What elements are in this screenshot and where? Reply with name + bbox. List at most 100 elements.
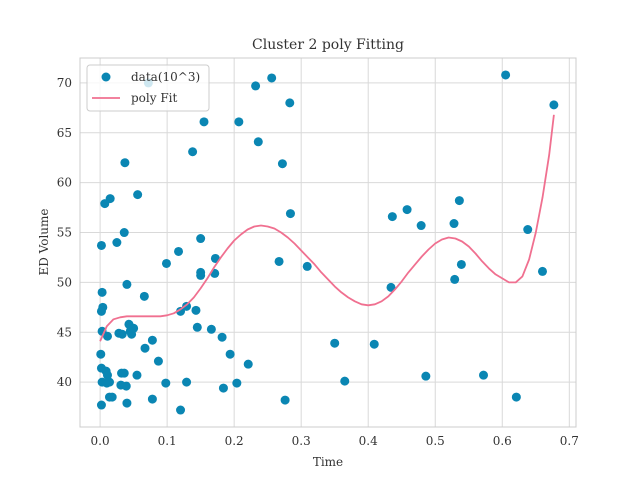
data-point <box>479 370 489 380</box>
data-point <box>196 267 206 277</box>
data-point <box>107 392 117 402</box>
data-point <box>139 291 149 301</box>
data-point <box>182 377 192 387</box>
data-point <box>104 377 114 387</box>
data-point <box>280 395 290 405</box>
data-point <box>449 219 459 229</box>
x-tick-label: 0.5 <box>426 434 445 448</box>
data-point <box>147 335 157 345</box>
data-point <box>234 117 244 127</box>
data-point <box>119 368 129 378</box>
data-point <box>96 349 106 359</box>
data-point <box>416 221 426 231</box>
legend-marker-data <box>101 72 111 82</box>
data-point <box>119 228 129 238</box>
data-point <box>133 190 143 200</box>
data-point <box>302 261 312 271</box>
data-point <box>174 246 184 256</box>
x-tick-label: 0.3 <box>292 434 311 448</box>
data-point <box>176 405 186 415</box>
data-point <box>102 370 112 380</box>
data-point <box>96 400 106 410</box>
data-point <box>192 322 202 332</box>
data-point <box>112 238 122 247</box>
data-point <box>232 378 242 388</box>
data-point <box>511 392 521 402</box>
x-tick-label: 0.4 <box>359 434 378 448</box>
data-point <box>253 137 263 147</box>
data-point <box>243 359 253 369</box>
data-point <box>369 339 379 349</box>
x-tick-label: 0.1 <box>158 434 177 448</box>
plot-frame <box>79 57 577 428</box>
legend: data(10^3) poly Fit <box>86 64 210 112</box>
y-tick-label: 40 <box>57 375 72 389</box>
data-point <box>199 117 209 127</box>
x-axis-label: Time <box>313 455 343 469</box>
data-point <box>182 301 192 311</box>
data-point <box>330 338 340 348</box>
y-tick-label: 55 <box>57 226 72 240</box>
data-point <box>277 159 287 169</box>
data-point <box>450 274 460 284</box>
y-tick-label: 45 <box>57 325 72 339</box>
y-axis-ticks: 40 45 50 55 60 65 70 <box>57 76 72 389</box>
data-point <box>132 370 142 380</box>
data-point <box>153 356 163 366</box>
x-tick-label: 0.6 <box>493 434 512 448</box>
data-point <box>267 73 277 83</box>
data-point <box>100 199 110 209</box>
data-point <box>122 398 132 408</box>
data-point <box>196 234 206 244</box>
legend-label-data: data(10^3) <box>131 70 200 84</box>
data-point <box>161 258 171 268</box>
data-point <box>102 331 112 341</box>
data-point <box>217 332 227 342</box>
y-tick-label: 65 <box>57 126 72 140</box>
data-point <box>549 100 559 110</box>
data-point <box>387 212 397 222</box>
data-point <box>127 329 137 339</box>
y-tick-label: 70 <box>57 76 72 90</box>
data-point <box>176 306 186 316</box>
legend-box <box>86 64 210 112</box>
x-tick-label: 0.2 <box>225 434 244 448</box>
data-point <box>147 394 157 404</box>
poly-fit-line <box>99 114 555 342</box>
data-point <box>421 371 431 381</box>
data-point <box>120 158 130 168</box>
data-point <box>454 196 464 206</box>
data-point <box>501 70 511 80</box>
data-point <box>191 305 201 315</box>
data-point <box>456 259 466 269</box>
data-point <box>340 376 350 386</box>
chart-title: Cluster 2 poly Fitting <box>252 37 404 53</box>
x-tick-label: 0.7 <box>560 434 579 448</box>
data-point <box>97 287 107 297</box>
legend-label-fit: poly Fit <box>131 91 178 105</box>
x-axis-ticks: 0.0 0.1 0.2 0.3 0.4 0.5 0.6 0.7 <box>91 434 579 448</box>
data-point <box>140 343 150 353</box>
data-point <box>188 147 198 157</box>
data-point <box>523 225 533 235</box>
data-point <box>386 282 396 292</box>
data-point <box>96 306 106 316</box>
data-point <box>251 81 261 91</box>
y-tick-label: 60 <box>57 176 72 190</box>
data-point <box>206 324 216 334</box>
data-point <box>122 279 132 289</box>
y-axis-label: ED Volume <box>37 208 51 275</box>
data-point <box>285 98 295 108</box>
x-tick-label: 0.0 <box>91 434 110 448</box>
data-point <box>225 349 235 359</box>
fit-line-layer <box>99 114 555 342</box>
data-point <box>96 240 106 250</box>
scatter-points <box>96 70 559 415</box>
data-point <box>285 209 295 219</box>
data-point <box>121 381 131 391</box>
data-point <box>161 378 171 388</box>
data-point <box>117 329 127 339</box>
data-point <box>274 256 284 266</box>
data-point <box>218 383 228 393</box>
